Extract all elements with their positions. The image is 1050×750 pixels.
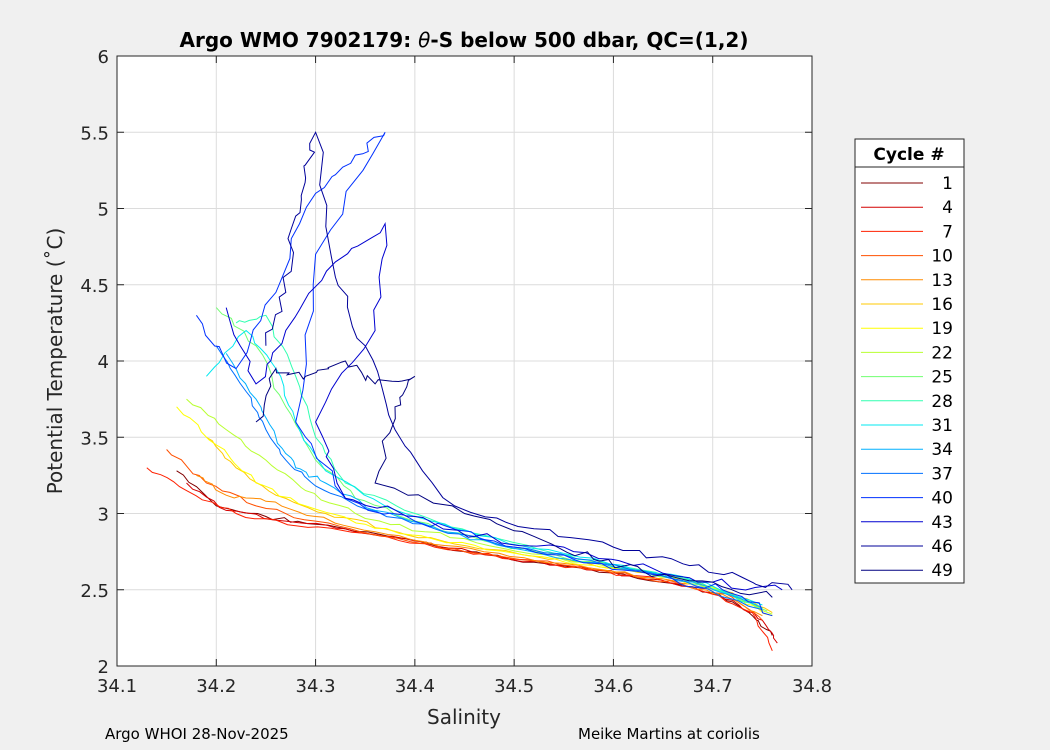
legend-title: Cycle # <box>873 145 944 165</box>
legend-box <box>854 138 965 584</box>
x-tick-label: 34.7 <box>693 676 733 697</box>
footer-left: Argo WHOI 28-Nov-2025 <box>105 725 289 743</box>
series-line-cycle-46 <box>265 131 793 591</box>
legend-label: 43 <box>931 513 953 533</box>
y-tick-label: 6 <box>98 47 109 68</box>
legend-label: 7 <box>942 222 953 242</box>
legend-label: 31 <box>931 416 953 436</box>
series-line-cycle-1 <box>176 470 773 636</box>
legend: Cycle # 1 4 7 10 13 16 19 22 25 28 31 34 37 40 43 46 49 <box>854 138 965 584</box>
y-tick-label: 3 <box>98 505 109 526</box>
legend-label: 22 <box>931 343 953 363</box>
series-line-cycle-28 <box>235 314 763 609</box>
legend-label: 16 <box>931 295 953 315</box>
x-tick-label: 34.2 <box>196 676 236 697</box>
y-tick-label: 5 <box>98 200 109 221</box>
series-line-cycle-43 <box>225 221 783 591</box>
x-axis-label: Salinity <box>427 705 501 729</box>
y-tick-label: 5.5 <box>80 123 109 144</box>
legend-label: 37 <box>931 464 953 484</box>
series-line-cycle-37 <box>215 345 763 611</box>
title-suffix: -S below 500 dbar, QC=(1,2) <box>430 28 748 52</box>
legend-label: 34 <box>931 440 953 460</box>
legend-label: 49 <box>931 561 953 581</box>
x-tick-label: 34.4 <box>395 676 435 697</box>
legend-label: 4 <box>942 198 953 218</box>
legend-label: 13 <box>931 271 953 291</box>
legend-label: 40 <box>931 489 953 509</box>
x-tick-label: 34.1 <box>97 676 137 697</box>
legend-label: 19 <box>931 319 953 339</box>
y-axis-label: Potential Temperature (˚C) <box>43 228 67 495</box>
legend-label: 10 <box>931 247 953 267</box>
axis-ticks: 34.1 34.2 34.3 34.4 34.5 34.6 34.7 34.8 2 2.5 3 3.5… <box>80 47 832 697</box>
y-tick-label: 2 <box>98 657 109 678</box>
title-prefix: Argo WMO 7902179: <box>180 28 419 52</box>
chart-title: Argo WMO 7902179: θ-S below 500 dbar, QC… <box>180 28 749 52</box>
x-tick-label: 34.5 <box>494 676 534 697</box>
y-tick-label: 4 <box>98 352 109 373</box>
x-tick-label: 34.3 <box>296 676 336 697</box>
legend-items: 1 4 7 10 13 16 19 22 25 28 31 34 37 40 43 46 49 <box>861 174 953 581</box>
title-symbol: θ <box>418 28 430 52</box>
legend-label: 46 <box>931 537 953 557</box>
x-tick-label: 34.6 <box>593 676 633 697</box>
series-line-cycle-49 <box>255 360 773 598</box>
y-tick-label: 4.5 <box>80 276 109 297</box>
x-tick-label: 34.8 <box>792 676 832 697</box>
series-line-cycle-19 <box>176 406 773 617</box>
series-line-cycle-40 <box>195 132 773 617</box>
data-series <box>146 131 793 651</box>
y-tick-label: 2.5 <box>80 581 109 602</box>
y-tick-label: 3.5 <box>80 428 109 449</box>
footer-right: Meike Martins at coriolis <box>578 725 760 743</box>
legend-label: 28 <box>931 392 953 412</box>
legend-label: 1 <box>942 174 953 194</box>
legend-label: 25 <box>931 368 953 388</box>
